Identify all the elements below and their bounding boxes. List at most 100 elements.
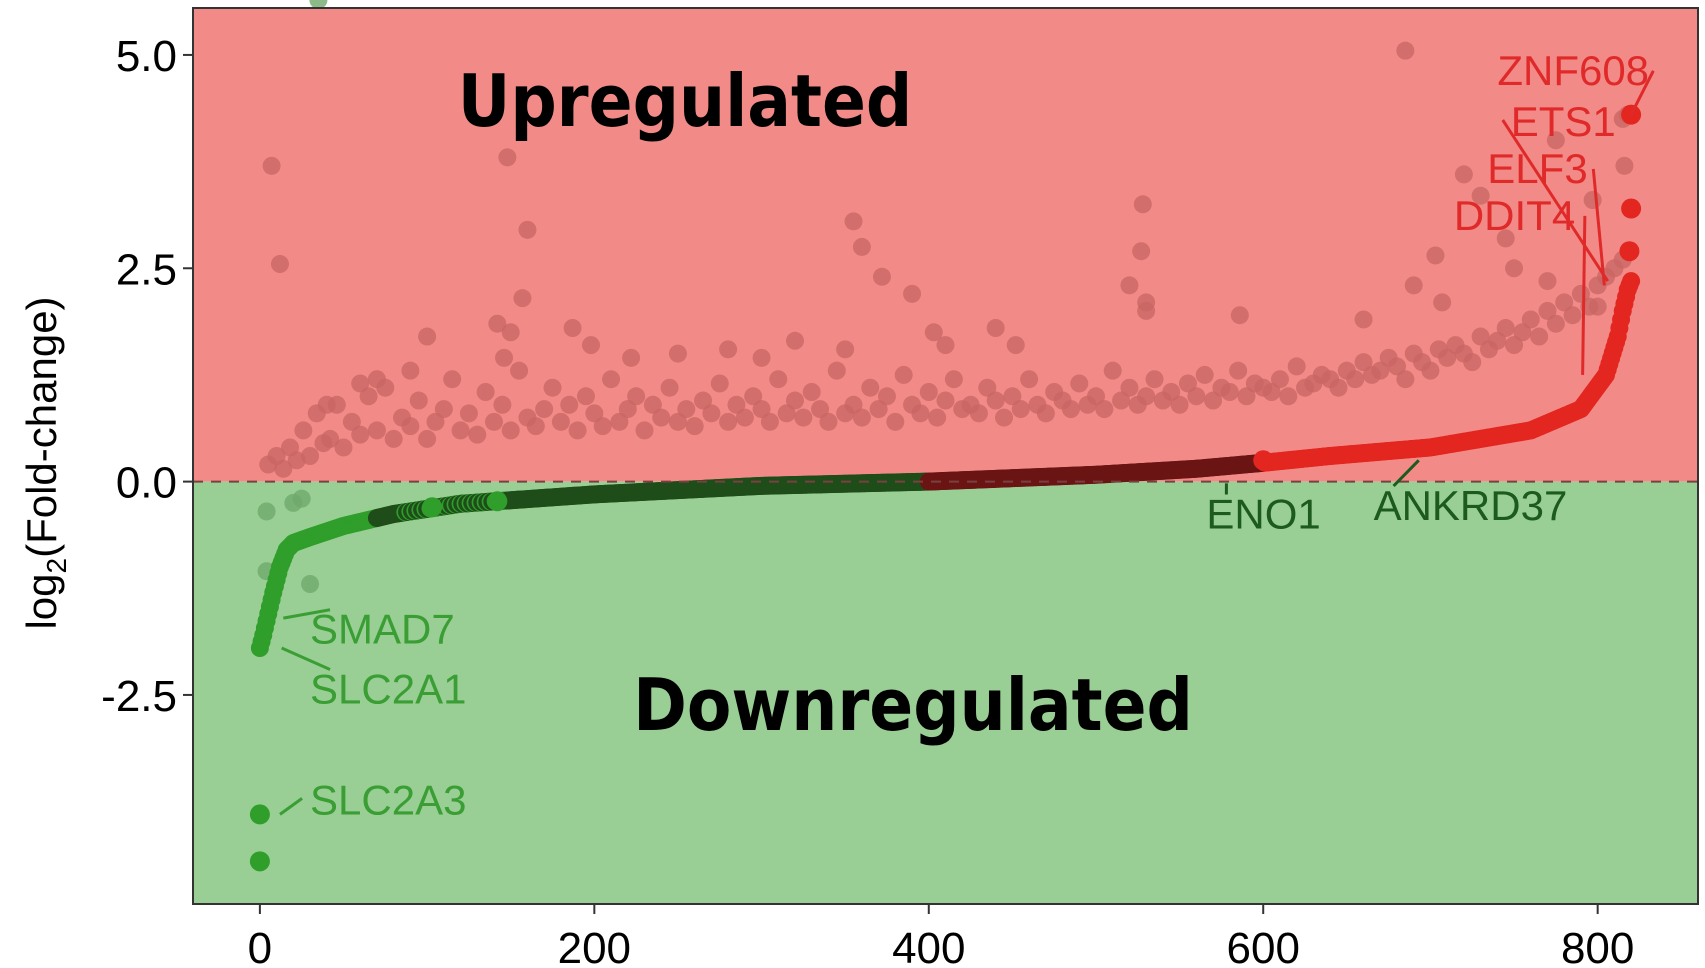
cloud-point (294, 421, 313, 440)
highlighted-point-6 (422, 497, 443, 518)
cloud-point (1036, 404, 1055, 423)
cloud-point (1006, 336, 1025, 355)
cloud-point (1187, 387, 1206, 406)
cloud-point (1287, 357, 1306, 376)
cloud-point (443, 370, 462, 389)
cloud-point (752, 400, 771, 419)
cloud-point (986, 319, 1005, 337)
x-tick-label: 800 (1561, 924, 1634, 968)
region-label-downregulated: Downregulated (633, 663, 1193, 747)
scatter-cloud (257, 0, 1637, 593)
cloud-point (660, 378, 679, 397)
cloud-point (1162, 383, 1181, 401)
cloud-point (1538, 272, 1557, 291)
region-background-0 (193, 8, 1698, 482)
gene-leader-line-ankrd37 (1392, 459, 1420, 488)
highlighted-point-5 (1253, 450, 1274, 471)
cloud-point (1388, 357, 1406, 376)
gene-label-ddit4: DDIT4 (1454, 192, 1575, 239)
cloud-point (877, 387, 896, 406)
cloud-point (1145, 370, 1164, 389)
cloud-point (535, 400, 554, 419)
cloud-point (451, 421, 470, 440)
cloud-point (1011, 400, 1030, 419)
x-tick-label: 0 (248, 924, 272, 968)
plot-frame (192, 7, 1699, 905)
cloud-point (635, 421, 654, 440)
cloud-point (1396, 370, 1415, 389)
cloud-point (694, 391, 713, 410)
cloud-point (468, 425, 487, 444)
cloud-point (351, 374, 370, 393)
cloud-point (1270, 370, 1289, 389)
x-tick-label: 400 (892, 924, 965, 968)
cloud-point (551, 412, 570, 431)
cloud-point (911, 404, 930, 423)
cloud-point (819, 412, 838, 431)
cloud-point (936, 391, 955, 410)
cloud-point (710, 374, 729, 393)
gene-label-eno1: ENO1 (1206, 491, 1320, 538)
cloud-point (518, 220, 537, 239)
cloud-point (359, 387, 378, 406)
cloud-point (367, 370, 386, 389)
highlighted-point-7 (487, 491, 508, 512)
cloud-point (274, 459, 293, 478)
cloud-point (872, 267, 891, 286)
cloud-point (769, 370, 788, 389)
gene-leader-line-smad7 (283, 608, 331, 620)
region-label-upregulated: Upregulated (458, 59, 913, 143)
cloud-point (334, 438, 353, 457)
cloud-point (852, 408, 871, 427)
cloud-point (1396, 41, 1415, 60)
cloud-point (1220, 383, 1239, 401)
cloud-point (292, 489, 311, 508)
cloud-point (1329, 378, 1348, 397)
cloud-point (811, 400, 830, 419)
cloud-point (1496, 229, 1515, 248)
gene-label-slc2a1: SLC2A1 (310, 665, 466, 712)
cloud-point (861, 378, 880, 397)
cloud-point (1087, 387, 1105, 406)
cloud-point (493, 395, 512, 414)
cloud-point (702, 404, 721, 423)
x-tick-label: 600 (1227, 924, 1300, 968)
cloud-point (1120, 276, 1139, 295)
cloud-point (668, 344, 687, 363)
cloud-point (351, 425, 370, 444)
cloud-point (1555, 293, 1574, 312)
cloud-point (1513, 323, 1532, 342)
cloud-point (735, 408, 754, 427)
highlighted-points (249, 104, 1642, 872)
cloud-point (262, 156, 281, 175)
highlighted-point-3 (1621, 198, 1642, 219)
cloud-point (844, 395, 863, 414)
cloud-point (434, 400, 453, 419)
cloud-point (622, 348, 641, 367)
cloud-point (643, 395, 662, 414)
cloud-point (1433, 293, 1452, 312)
cloud-point (1438, 348, 1457, 367)
cloud-point (760, 412, 779, 431)
gene-label-elf3: ELF3 (1487, 145, 1587, 192)
cloud-point (513, 289, 532, 308)
cloud-point (1133, 195, 1152, 214)
plot-border (192, 7, 1699, 905)
cloud-point (1120, 378, 1139, 397)
cloud-point (1546, 131, 1565, 150)
gene-label-ankrd37: ANKRD37 (1374, 482, 1568, 529)
cloud-point (1262, 383, 1281, 401)
cloud-point (1230, 306, 1249, 325)
cloud-point (944, 370, 963, 389)
cloud-point (301, 447, 320, 465)
cloud-point (1404, 276, 1423, 295)
cloud-point (367, 421, 386, 440)
highlighted-point-4 (1619, 241, 1640, 262)
cloud-point (510, 361, 529, 380)
gene-leader-line-slc2a3 (279, 797, 303, 816)
cloud-point (719, 340, 738, 359)
cloud-point (1237, 387, 1256, 406)
region-labels: Upregulated Downregulated (458, 59, 1193, 747)
cloud-point (581, 336, 600, 355)
